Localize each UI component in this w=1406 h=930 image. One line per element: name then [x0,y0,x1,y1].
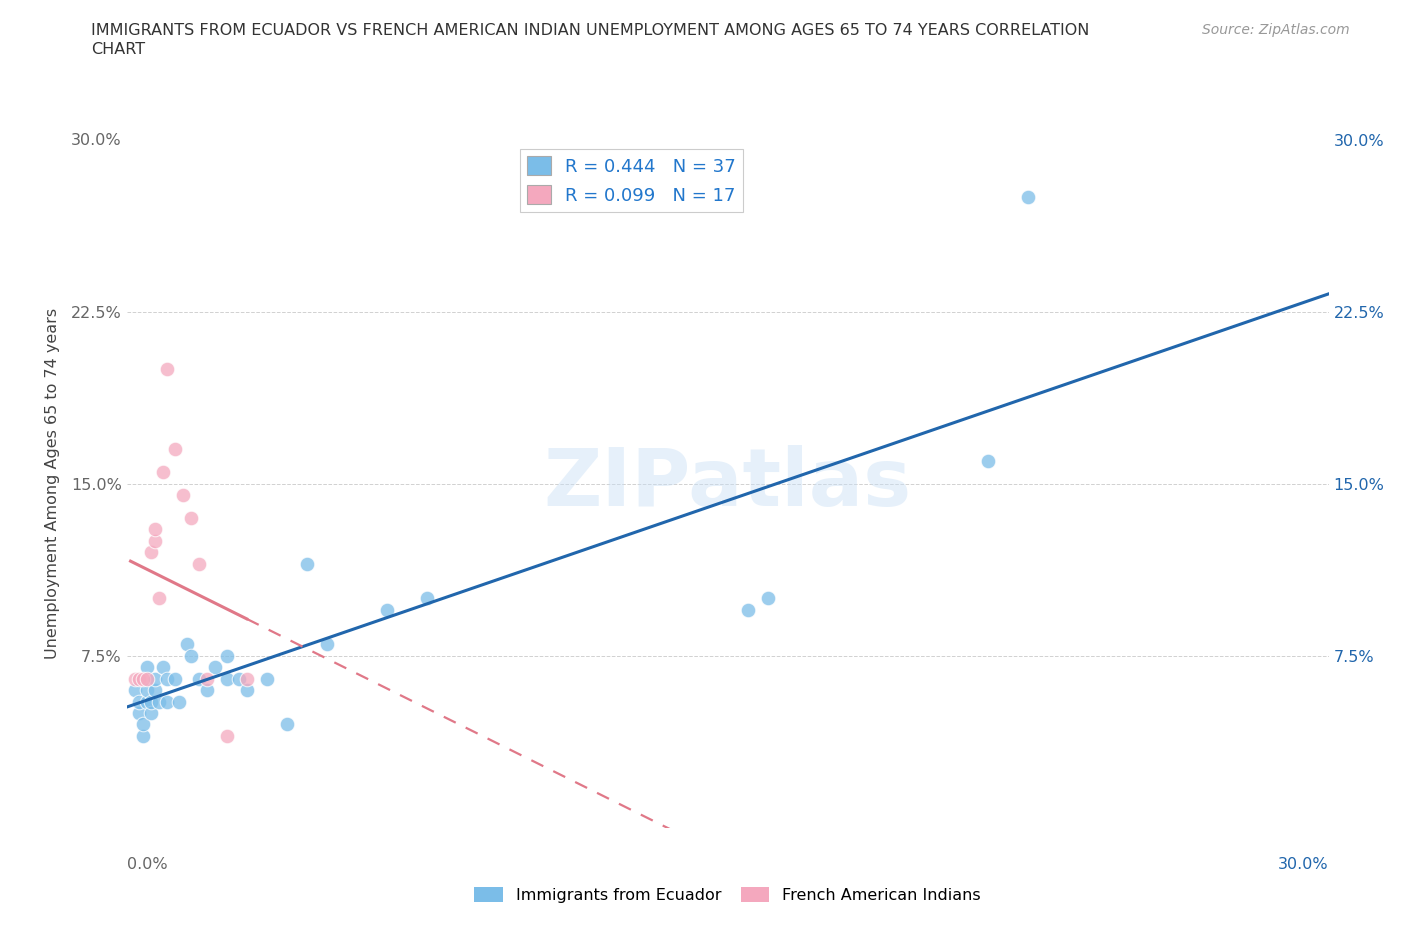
Point [131,671,153,686]
Point [235,671,259,686]
Point [235,683,259,698]
Text: ZIPatlas: ZIPatlas [544,445,911,523]
Point [295,556,318,571]
Legend: R = 0.444   N = 37, R = 0.099   N = 17: R = 0.444 N = 37, R = 0.099 N = 17 [520,149,742,212]
Point [152,659,174,674]
Point [195,683,218,698]
Point [128,694,150,709]
Point [143,671,166,686]
Point [124,683,146,698]
Point [128,671,150,686]
Point [135,683,157,698]
Point [215,728,238,743]
Point [375,603,398,618]
Point [215,671,238,686]
Point [139,694,162,709]
Point [195,671,218,686]
Point [163,671,186,686]
Point [148,694,170,709]
Point [135,659,157,674]
Point [135,694,157,709]
Point [756,591,779,605]
Point [143,522,166,537]
Text: 30.0%: 30.0% [1278,857,1329,872]
Point [131,717,153,732]
Point [155,362,177,377]
Point [135,671,157,686]
Point [167,694,190,709]
Point [228,671,250,686]
Text: IMMIGRANTS FROM ECUADOR VS FRENCH AMERICAN INDIAN UNEMPLOYMENT AMONG AGES 65 TO : IMMIGRANTS FROM ECUADOR VS FRENCH AMERIC… [91,23,1090,38]
Point [163,442,186,457]
Point [148,591,170,605]
Point [204,659,226,674]
Point [1017,190,1039,205]
Text: CHART: CHART [91,42,145,57]
Point [187,671,209,686]
Point [187,556,209,571]
Point [152,465,174,480]
Text: Source: ZipAtlas.com: Source: ZipAtlas.com [1202,23,1350,37]
Point [180,648,202,663]
Point [155,694,177,709]
Point [172,487,194,502]
Point [176,637,198,652]
Point [315,637,337,652]
Point [977,453,1000,468]
Point [128,706,150,721]
Y-axis label: Unemployment Among Ages 65 to 74 years: Unemployment Among Ages 65 to 74 years [45,308,59,659]
Point [737,603,759,618]
Point [124,671,146,686]
Text: 0.0%: 0.0% [127,857,167,872]
Point [139,545,162,560]
Point [276,717,298,732]
Point [180,511,202,525]
Point [131,728,153,743]
Point [139,706,162,721]
Point [143,683,166,698]
Point [256,671,278,686]
Point [155,671,177,686]
Point [215,648,238,663]
Point [143,534,166,549]
Point [416,591,439,605]
